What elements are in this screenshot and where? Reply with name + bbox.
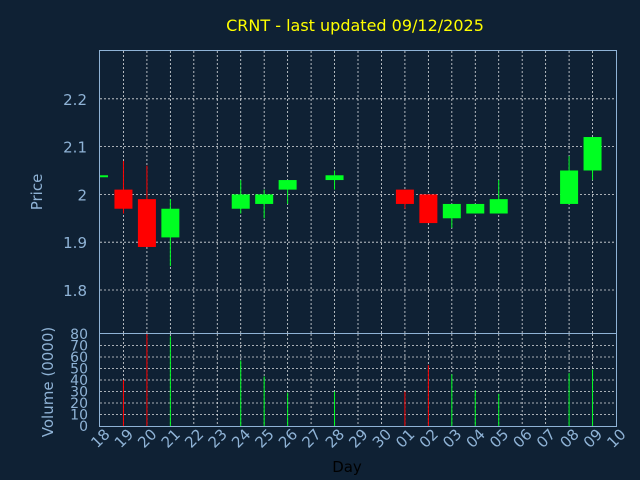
candle-body bbox=[325, 175, 344, 181]
price-candles bbox=[100, 137, 602, 267]
volume-y-tick-label: 70 bbox=[70, 339, 88, 355]
candle-body bbox=[161, 208, 180, 238]
candle-body bbox=[100, 175, 108, 178]
price-y-tick-label: 2.2 bbox=[63, 91, 87, 109]
volume-y-tick-label: 10 bbox=[70, 408, 88, 424]
candle-body bbox=[466, 203, 485, 214]
candle-body bbox=[231, 194, 250, 209]
candle-body bbox=[255, 194, 274, 204]
volume-axis-label: Volume (0000) bbox=[39, 327, 57, 437]
candle-body bbox=[489, 199, 508, 214]
candle-body bbox=[560, 170, 579, 204]
candle-body bbox=[278, 180, 297, 190]
volume-y-tick-label: 30 bbox=[70, 385, 88, 401]
candle-body bbox=[419, 194, 438, 224]
candle-body bbox=[583, 137, 602, 171]
chart-title: CRNT - last updated 09/12/2025 bbox=[226, 16, 484, 35]
candle-body bbox=[395, 189, 414, 204]
price-y-ticks: 1.8 1.9 2 2.1 2.2 bbox=[63, 91, 87, 300]
price-y-tick-label: 2.1 bbox=[63, 139, 87, 157]
candle-body bbox=[442, 203, 461, 219]
x-axis-label: Day bbox=[332, 458, 362, 476]
x-ticks: 1819202122232425262728293001020304050607… bbox=[87, 425, 629, 451]
candle-body bbox=[114, 189, 133, 209]
candle-body bbox=[137, 199, 156, 247]
volume-y-tick-label: 60 bbox=[70, 350, 88, 366]
volume-y-tick-label: 0 bbox=[79, 419, 88, 435]
volume-panel-frame bbox=[99, 333, 617, 427]
volume-bars bbox=[122, 334, 594, 426]
price-y-tick-label: 1.9 bbox=[63, 234, 87, 252]
volume-y-tick-label: 20 bbox=[70, 396, 88, 412]
price-axis-label: Price bbox=[28, 174, 46, 211]
volume-y-tick-label: 80 bbox=[70, 327, 88, 343]
volume-y-tick-label: 50 bbox=[70, 362, 88, 378]
price-y-tick-label: 1.8 bbox=[63, 282, 87, 300]
volume-y-tick-label: 40 bbox=[70, 373, 88, 389]
price-y-tick-label: 2 bbox=[77, 186, 87, 204]
